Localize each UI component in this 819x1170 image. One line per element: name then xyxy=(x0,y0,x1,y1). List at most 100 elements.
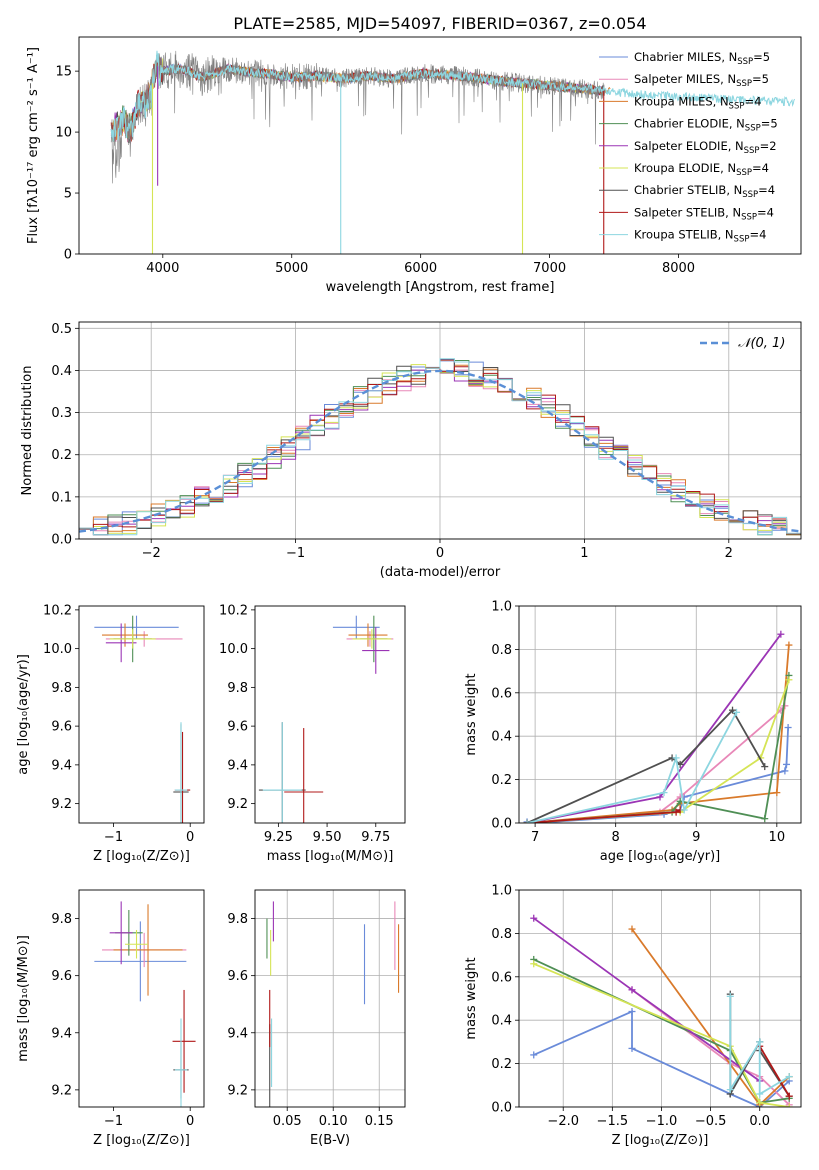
marker xyxy=(530,1051,538,1059)
x-tick-label: 0.10 xyxy=(319,1114,348,1129)
marker xyxy=(530,960,538,968)
data-layer xyxy=(523,630,793,823)
y-tick-label: 9.8 xyxy=(51,681,72,696)
grid xyxy=(255,890,405,1107)
legend-sub: SSP xyxy=(729,101,745,111)
marker xyxy=(785,1103,793,1107)
weight-line-7 xyxy=(758,1045,790,1097)
x-axis-label: E(B-V) xyxy=(310,1133,350,1148)
legend-label: Salpeter STELIB, N xyxy=(634,205,741,219)
axes-frame xyxy=(78,889,205,1108)
marker xyxy=(756,1099,764,1107)
y-tick-label: 0.0 xyxy=(51,533,72,548)
errorbar-point xyxy=(109,629,156,649)
x-tick-label: 9.50 xyxy=(313,830,342,845)
legend-suffix: =4 xyxy=(757,205,774,219)
y-tick-label: 9.8 xyxy=(227,681,248,696)
errorbar-point xyxy=(174,722,188,823)
legend-suffix: =4 xyxy=(744,94,761,108)
panel-age-vs-Z: −1 0 9.2 9.4 9.6 9.8 10.0 10.2 Z [log₁₀(Z/Z⊙)] ag… xyxy=(16,603,205,864)
y-tick-label: 0.0 xyxy=(491,1101,512,1116)
x-tick-label: 9.25 xyxy=(264,830,293,845)
x-tick-label: 9 xyxy=(692,830,700,845)
x-tick-label: 0 xyxy=(186,1114,194,1129)
plot-area xyxy=(258,615,394,823)
y-tick-label: 0 xyxy=(64,248,72,263)
errorbar-point xyxy=(109,901,133,965)
legend-sub: SSP xyxy=(745,124,761,134)
data-layer xyxy=(94,901,196,1107)
y-tick-label: 9.6 xyxy=(51,969,72,984)
x-tick-label: −1.0 xyxy=(646,1114,678,1129)
y-tick-label: 9.6 xyxy=(51,720,72,735)
legend-label: Kroupa MILES, N xyxy=(634,94,729,108)
y-axis-label: Flux [fλ10⁻¹⁷ erg cm⁻² s⁻¹ A⁻¹] xyxy=(26,47,41,244)
marker xyxy=(628,1044,636,1052)
marker xyxy=(660,789,668,797)
axes-frame xyxy=(518,605,802,824)
y-tick-label: 9.4 xyxy=(227,1026,248,1041)
marker xyxy=(761,815,769,823)
y-tick-label: 0.2 xyxy=(51,448,72,463)
x-tick-label: 6000 xyxy=(404,261,437,276)
data-layer xyxy=(94,615,191,823)
x-tick-label: 0.15 xyxy=(365,1114,394,1129)
y-tick-label: 0.2 xyxy=(491,1057,512,1072)
y-tick-label: 0.5 xyxy=(51,322,72,337)
y-tick-label: 9.6 xyxy=(227,969,248,984)
marker xyxy=(530,914,538,922)
marker xyxy=(785,1073,793,1081)
y-axis-label: mass [log₁₀(M/M⊙)] xyxy=(16,935,31,1062)
legend-entry: Kroupa ELODIE, NSSP=4 xyxy=(634,161,769,178)
axes-frame xyxy=(78,36,802,255)
legend: 𝒩(0, 1) xyxy=(700,336,785,351)
y-tick-label: 0.2 xyxy=(491,773,512,788)
y-tick-label: 0.8 xyxy=(491,927,512,942)
y-tick-label: 9.4 xyxy=(51,758,72,773)
marker xyxy=(523,819,531,823)
x-tick-label: 4000 xyxy=(146,261,179,276)
x-tick-label: −1 xyxy=(104,1114,123,1129)
errorbar-point xyxy=(125,929,149,959)
figure-title: PLATE=2585, MJD=54097, FIBERID=0367, z=0… xyxy=(233,14,646,33)
legend-suffix: =4 xyxy=(749,228,766,242)
y-tick-label: 10.0 xyxy=(43,642,72,657)
marker xyxy=(726,1086,734,1094)
marker xyxy=(672,808,680,816)
weight-line-5 xyxy=(533,962,790,1107)
legend-sub: SSP xyxy=(742,190,758,200)
panel-mass-vs-EBV: 0.05 0.10 0.15 9.2 9.4 9.6 9.8 E(B-V) xyxy=(227,889,406,1148)
marker xyxy=(784,724,792,732)
marker xyxy=(773,789,781,797)
x-tick-label: 2 xyxy=(725,546,733,561)
data-layer xyxy=(530,914,793,1107)
data-layer xyxy=(266,901,400,1107)
marker xyxy=(628,925,636,933)
x-axis-label: Z [log₁₀(Z/Z⊙)] xyxy=(93,849,190,864)
legend-entry: 𝒩(0, 1) xyxy=(738,336,785,351)
errorbar-point xyxy=(113,904,183,996)
legend-sub: SSP xyxy=(737,57,753,67)
axes-frame xyxy=(78,605,205,824)
x-axis-label: age [log₁₀(age/yr)] xyxy=(600,849,721,864)
legend-label: Salpeter MILES, N xyxy=(634,72,736,86)
panel-age-vs-mass: 9.25 9.50 9.75 9.2 9.4 9.6 9.8 10.0 10.2 mass [lo… xyxy=(219,603,406,864)
y-tick-label: 1.0 xyxy=(491,600,512,615)
plot-area xyxy=(519,890,801,1107)
x-tick-label: −2.0 xyxy=(547,1114,579,1129)
marker xyxy=(781,767,789,775)
y-tick-label: 9.4 xyxy=(227,758,248,773)
legend-suffix: =4 xyxy=(752,161,769,175)
legend-label: Kroupa STELIB, N xyxy=(634,228,734,242)
y-axis-label: Normed distribution xyxy=(20,366,35,496)
errorbar-point xyxy=(262,722,302,823)
data-layer xyxy=(258,615,394,823)
marker xyxy=(777,630,785,638)
x-axis-label: wavelength [Angstrom, rest frame] xyxy=(326,280,555,295)
legend-entry: Salpeter STELIB, NSSP=4 xyxy=(634,205,774,222)
x-tick-label: 1 xyxy=(580,546,588,561)
plot-area xyxy=(94,901,196,1107)
legend-entry: Salpeter ELODIE, NSSP=2 xyxy=(634,139,777,156)
legend-label: Kroupa ELODIE, N xyxy=(634,161,736,175)
legend-sub: SSP xyxy=(736,168,752,178)
